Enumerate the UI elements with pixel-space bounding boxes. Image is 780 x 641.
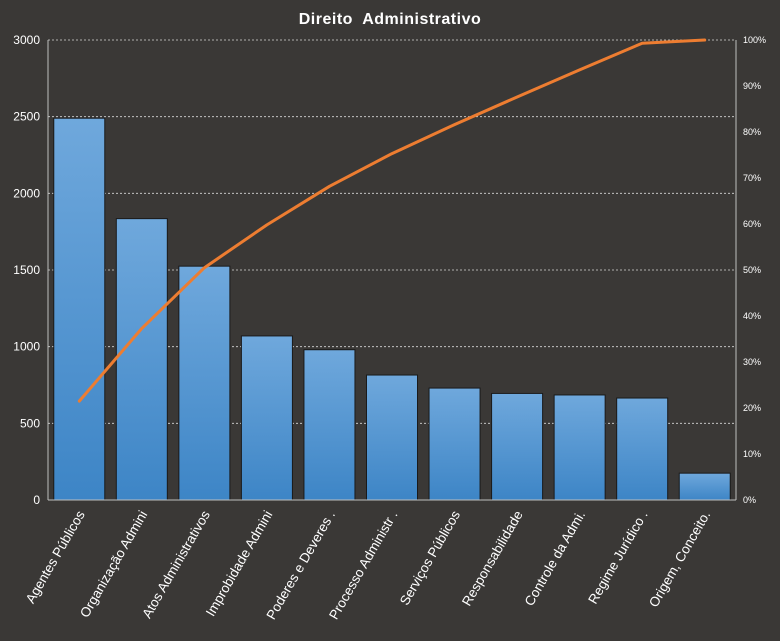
bar xyxy=(428,387,481,501)
x-tick-label: Regime Jurídico . xyxy=(585,508,651,606)
y-left-tick-label: 1500 xyxy=(13,263,40,277)
y-right-tick-label: 40% xyxy=(743,311,761,321)
x-tick-label: Serviços Públicos xyxy=(397,508,463,608)
y-right-tick-label: 30% xyxy=(743,357,761,367)
y-left-tick-label: 3000 xyxy=(13,33,40,47)
y-right-tick-label: 20% xyxy=(743,403,761,413)
y-right-tick-label: 60% xyxy=(743,219,761,229)
bar xyxy=(678,472,731,501)
y-left-tick-label: 0 xyxy=(33,493,40,507)
bar xyxy=(366,374,418,501)
y-left-tick-label: 500 xyxy=(20,416,40,430)
bar xyxy=(53,117,106,501)
cumulative-line xyxy=(77,38,707,403)
y-left-tick-label: 2500 xyxy=(13,110,40,124)
x-tick-label: Responsabilidade xyxy=(459,508,526,608)
bar xyxy=(115,218,168,501)
y-right-tick-label: 10% xyxy=(743,449,761,459)
x-tick-label: Agentes Públicos xyxy=(23,508,88,606)
y-left-tick-label: 2000 xyxy=(13,186,40,200)
bars xyxy=(53,117,731,501)
x-tick-label: Origem, Conceito. xyxy=(646,508,713,610)
axes xyxy=(47,40,737,501)
y-right-tick-label: 90% xyxy=(743,81,761,91)
x-tick-label: Processo Administr . xyxy=(326,508,401,622)
x-tick-label: Improbidade Admini xyxy=(203,508,276,619)
x-tick-label: Poderes e Deveres . xyxy=(264,508,339,622)
bar xyxy=(178,265,231,501)
cumulative-line-layer xyxy=(77,38,707,403)
bar xyxy=(616,397,669,501)
y-right-tick-label: 80% xyxy=(743,127,761,137)
bar xyxy=(491,392,544,501)
x-tick-label: Atos Administrativos xyxy=(139,508,213,621)
chart-title: Direito Administrativo xyxy=(299,11,481,28)
x-tick-label: Controle da Admi. xyxy=(522,508,589,608)
x-tick-label: Organização Admini xyxy=(77,508,150,620)
y-left-tick-label: 1000 xyxy=(13,340,40,354)
y-right-tick-label: 70% xyxy=(743,173,761,183)
y-right-tick-label: 100% xyxy=(743,35,766,45)
bar xyxy=(240,335,293,501)
y-right-tick-label: 50% xyxy=(743,265,761,275)
bar xyxy=(553,394,606,501)
y-right-tick-label: 0% xyxy=(743,495,756,505)
bar xyxy=(303,349,356,501)
